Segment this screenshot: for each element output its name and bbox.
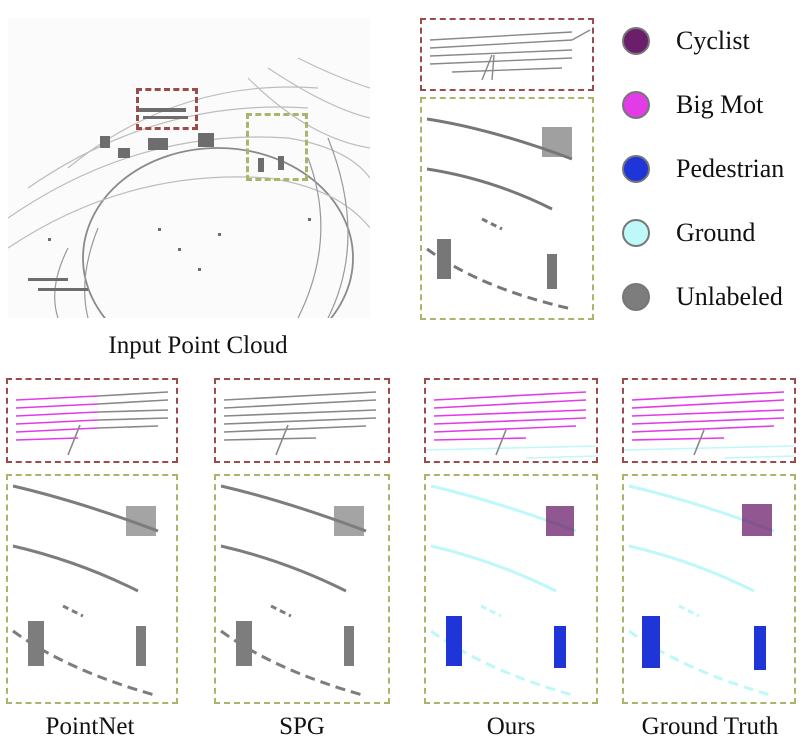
legend-item-pedestrian: Pedestrian (622, 152, 784, 186)
ours-green-box (424, 474, 598, 704)
legend-item-ground: Ground (622, 216, 755, 250)
input-point-cloud-panel (8, 18, 370, 318)
gt-green-box (622, 474, 796, 704)
pointnet-green-box (6, 474, 178, 704)
legend-label-ground: Ground (676, 218, 756, 247)
input-zoom-green-box (420, 97, 594, 320)
pointnet-red-render (15, 391, 169, 456)
legend-label-unlabeled: Unlabeled (676, 282, 783, 311)
caption-spg: SPG (279, 713, 325, 740)
caption-ours: Ours (486, 713, 536, 740)
legend-dot-pedestrian (622, 155, 650, 183)
caption-ground-truth: Ground Truth (641, 713, 779, 740)
legend-dot-unlabeled (622, 283, 650, 311)
spg-red-box (214, 378, 390, 463)
ours-red-render (426, 391, 596, 459)
input-red-highlight-box (136, 88, 198, 130)
legend-dot-ground (622, 219, 650, 247)
caption-input-point-cloud: Input Point Cloud (108, 332, 288, 359)
ours-green-render (430, 484, 577, 698)
gt-red-render (624, 391, 794, 459)
legend-item-big-mot: Big Mot (622, 88, 763, 122)
spg-green-box (214, 474, 390, 704)
pointnet-green-render (12, 484, 159, 698)
legend-item-unlabeled: Unlabeled (622, 280, 783, 314)
gt-red-box (622, 378, 796, 463)
legend-dot-big-mot (622, 91, 650, 119)
legend-dot-cyclist (622, 27, 650, 55)
legend-label-pedestrian: Pedestrian (676, 154, 785, 183)
ours-red-box (424, 378, 598, 463)
spg-red-render (223, 391, 377, 456)
input-zoom-red-box (420, 18, 594, 91)
legend-item-cyclist: Cyclist (622, 24, 750, 58)
gt-green-render (628, 484, 775, 698)
legend-label-cyclist: Cyclist (676, 26, 750, 55)
legend-label-big-mot: Big Mot (676, 90, 764, 119)
caption-pointnet: PointNet (45, 713, 135, 740)
input-zoom-red-render (429, 29, 591, 81)
spg-green-render (220, 484, 367, 698)
input-green-highlight-box (246, 113, 308, 181)
input-zoom-green-render (426, 117, 573, 311)
pointnet-red-box (6, 378, 178, 463)
input-point-cloud-render (8, 57, 370, 318)
